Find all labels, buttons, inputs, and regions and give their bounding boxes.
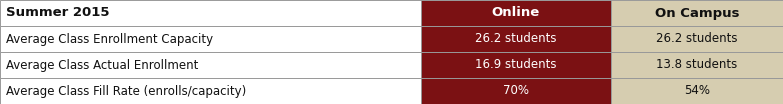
Text: 26.2 students: 26.2 students bbox=[656, 32, 738, 46]
Text: 16.9 students: 16.9 students bbox=[475, 58, 557, 72]
Bar bbox=[421, 78, 611, 104]
Bar bbox=[0, 52, 421, 78]
Text: 70%: 70% bbox=[503, 84, 529, 98]
Text: Average Class Fill Rate (enrolls/capacity): Average Class Fill Rate (enrolls/capacit… bbox=[6, 84, 247, 98]
Text: Average Class Enrollment Capacity: Average Class Enrollment Capacity bbox=[6, 32, 214, 46]
Text: Online: Online bbox=[492, 6, 540, 20]
Text: 13.8 students: 13.8 students bbox=[656, 58, 738, 72]
Bar bbox=[611, 78, 783, 104]
Text: Average Class Actual Enrollment: Average Class Actual Enrollment bbox=[6, 58, 199, 72]
Text: 26.2 students: 26.2 students bbox=[475, 32, 557, 46]
Bar bbox=[421, 26, 611, 52]
Bar bbox=[611, 0, 783, 26]
Bar bbox=[611, 52, 783, 78]
Text: 54%: 54% bbox=[684, 84, 710, 98]
Text: On Campus: On Campus bbox=[655, 6, 739, 20]
Text: Summer 2015: Summer 2015 bbox=[6, 6, 110, 20]
Bar bbox=[0, 0, 421, 26]
Bar bbox=[421, 0, 611, 26]
Bar bbox=[0, 26, 421, 52]
Bar bbox=[421, 52, 611, 78]
Bar bbox=[0, 78, 421, 104]
Bar bbox=[611, 26, 783, 52]
